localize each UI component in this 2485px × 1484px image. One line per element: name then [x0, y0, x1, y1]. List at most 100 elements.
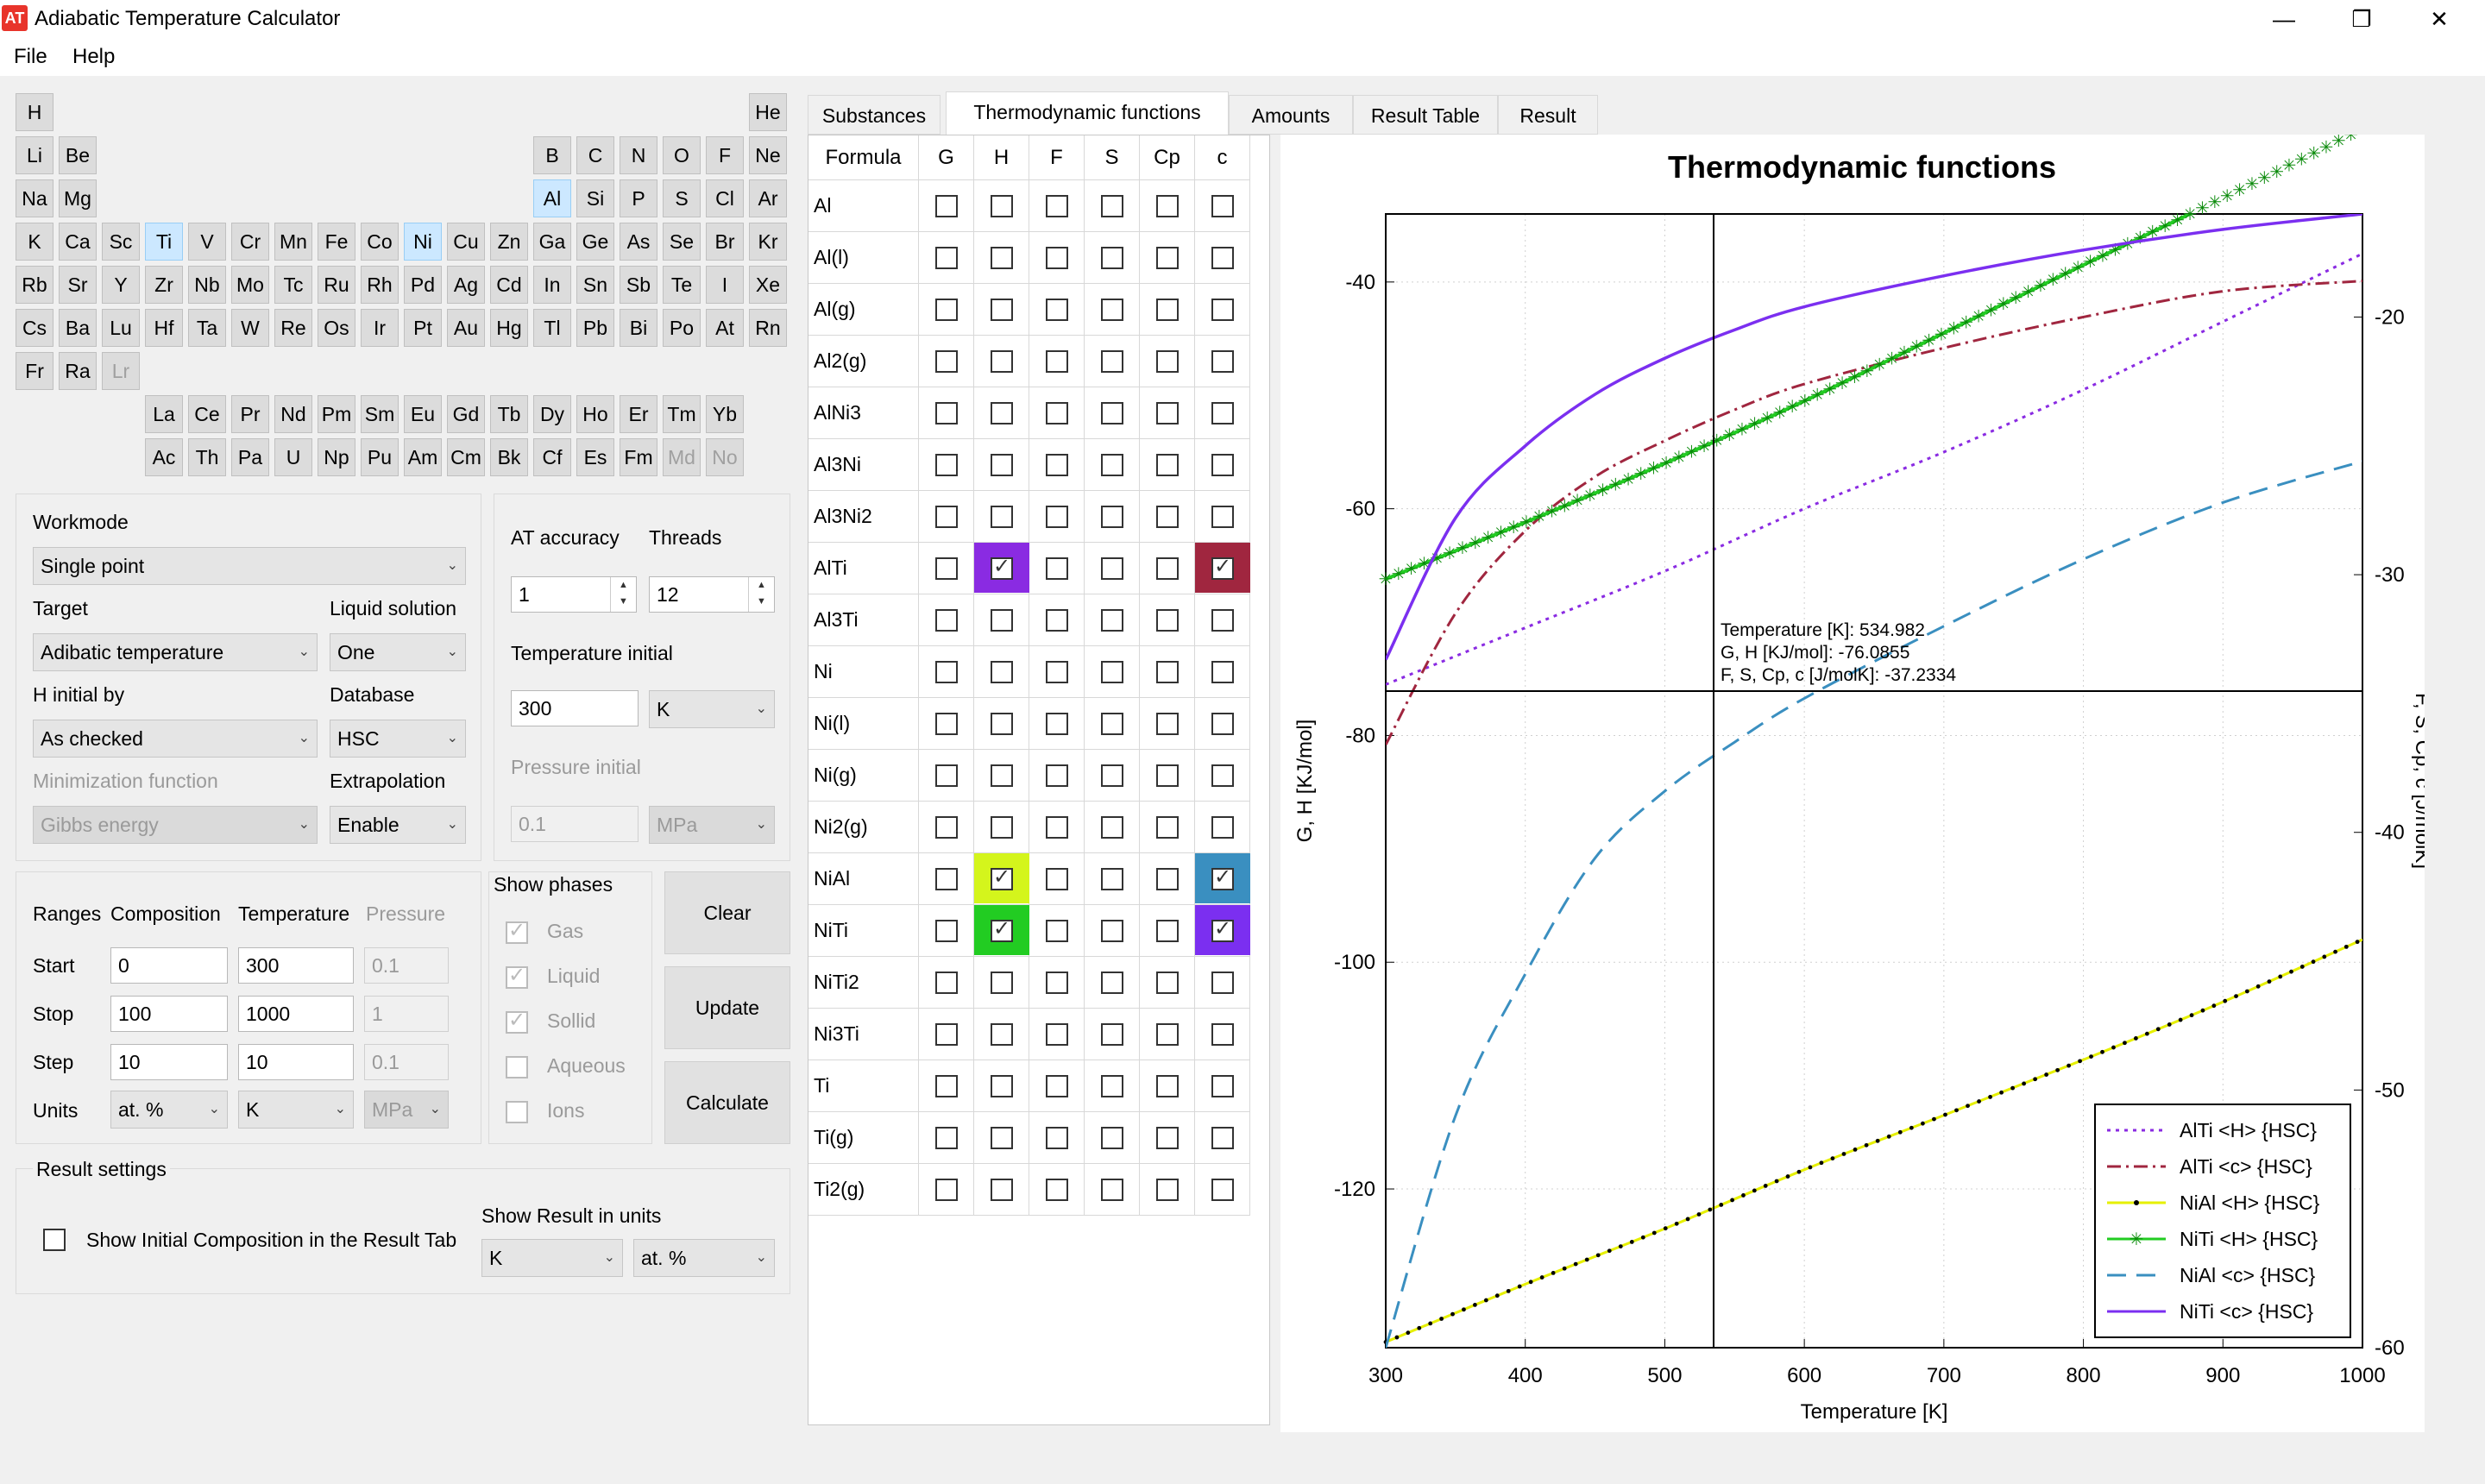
cp-checkbox[interactable] [1156, 713, 1179, 735]
cp-checkbox[interactable] [1156, 1127, 1179, 1149]
s-checkbox[interactable] [1101, 247, 1123, 269]
element-al[interactable]: Al [533, 179, 571, 217]
element-y[interactable]: Y [102, 266, 140, 304]
g-checkbox[interactable] [935, 350, 958, 373]
h-checkbox[interactable] [991, 299, 1013, 321]
g-checkbox[interactable] [935, 1179, 958, 1201]
s-checkbox[interactable] [1101, 868, 1123, 890]
element-ir[interactable]: Ir [361, 309, 399, 347]
f-checkbox[interactable] [1046, 609, 1068, 632]
s-checkbox[interactable] [1101, 402, 1123, 424]
f-checkbox[interactable] [1046, 247, 1068, 269]
show-initial-checkbox[interactable] [43, 1229, 66, 1251]
element-tb[interactable]: Tb [490, 395, 528, 433]
f-checkbox[interactable] [1046, 557, 1068, 580]
cp-checkbox[interactable] [1156, 506, 1179, 528]
database-select[interactable]: HSC ⌄ [330, 720, 466, 758]
h-checkbox[interactable] [991, 195, 1013, 217]
temp-unit-select[interactable]: K ⌄ [649, 690, 775, 728]
composition-step-field[interactable]: 10 [110, 1044, 228, 1080]
workmode-select[interactable]: Single point ⌄ [33, 547, 466, 585]
element-rn[interactable]: Rn [749, 309, 787, 347]
f-checkbox[interactable] [1046, 506, 1068, 528]
element-sb[interactable]: Sb [620, 266, 657, 304]
element-p[interactable]: P [620, 179, 657, 217]
element-bi[interactable]: Bi [620, 309, 657, 347]
element-pa[interactable]: Pa [231, 438, 269, 476]
g-checkbox[interactable] [935, 868, 958, 890]
element-sc[interactable]: Sc [102, 223, 140, 261]
element-ne[interactable]: Ne [749, 136, 787, 174]
f-checkbox[interactable] [1046, 764, 1068, 787]
s-checkbox[interactable] [1101, 1179, 1123, 1201]
h-checkbox[interactable] [991, 554, 1013, 580]
clear-button[interactable]: Clear [664, 871, 790, 954]
element-s[interactable]: S [663, 179, 701, 217]
calculate-button[interactable]: Calculate [664, 1061, 790, 1144]
f-checkbox[interactable] [1046, 972, 1068, 994]
c-checkbox[interactable] [1211, 247, 1234, 269]
c-checkbox[interactable] [1211, 350, 1234, 373]
h-checkbox[interactable] [991, 454, 1013, 476]
element-pm[interactable]: Pm [318, 395, 355, 433]
c-checkbox[interactable] [1211, 554, 1234, 580]
element-fe[interactable]: Fe [318, 223, 355, 261]
element-o[interactable]: O [663, 136, 701, 174]
minimize-button[interactable]: — [2273, 5, 2295, 32]
f-checkbox[interactable] [1046, 713, 1068, 735]
cp-checkbox[interactable] [1156, 299, 1179, 321]
tab-result-table[interactable]: Result Table [1353, 95, 1498, 135]
cp-checkbox[interactable] [1156, 557, 1179, 580]
element-se[interactable]: Se [663, 223, 701, 261]
h-checkbox[interactable] [991, 609, 1013, 632]
tab-thermodynamic-functions[interactable]: Thermodynamic functions [946, 91, 1229, 136]
c-checkbox[interactable] [1211, 661, 1234, 683]
f-checkbox[interactable] [1046, 868, 1068, 890]
element-ba[interactable]: Ba [59, 309, 97, 347]
f-checkbox[interactable] [1046, 195, 1068, 217]
c-checkbox[interactable] [1211, 1023, 1234, 1046]
g-checkbox[interactable] [935, 506, 958, 528]
c-checkbox[interactable] [1211, 816, 1234, 839]
s-checkbox[interactable] [1101, 557, 1123, 580]
spinner-arrows-icon[interactable]: ▲ ▼ [610, 577, 636, 612]
g-checkbox[interactable] [935, 195, 958, 217]
element-po[interactable]: Po [663, 309, 701, 347]
h-checkbox[interactable] [991, 350, 1013, 373]
element-lu[interactable]: Lu [102, 309, 140, 347]
cp-checkbox[interactable] [1156, 402, 1179, 424]
element-pd[interactable]: Pd [404, 266, 442, 304]
c-checkbox[interactable] [1211, 972, 1234, 994]
element-es[interactable]: Es [576, 438, 614, 476]
cp-checkbox[interactable] [1156, 350, 1179, 373]
restore-button[interactable]: ❐ [2351, 5, 2372, 32]
f-checkbox[interactable] [1046, 402, 1068, 424]
s-checkbox[interactable] [1101, 1075, 1123, 1097]
element-cd[interactable]: Cd [490, 266, 528, 304]
g-checkbox[interactable] [935, 816, 958, 839]
cp-checkbox[interactable] [1156, 195, 1179, 217]
result-comp-units-select[interactable]: at. % ⌄ [633, 1239, 775, 1277]
s-checkbox[interactable] [1101, 506, 1123, 528]
g-checkbox[interactable] [935, 661, 958, 683]
cp-checkbox[interactable] [1156, 816, 1179, 839]
f-checkbox[interactable] [1046, 454, 1068, 476]
g-checkbox[interactable] [935, 1127, 958, 1149]
g-checkbox[interactable] [935, 1075, 958, 1097]
cp-checkbox[interactable] [1156, 661, 1179, 683]
element-b[interactable]: B [533, 136, 571, 174]
h-checkbox[interactable] [991, 1127, 1013, 1149]
element-sn[interactable]: Sn [576, 266, 614, 304]
cp-checkbox[interactable] [1156, 247, 1179, 269]
element-co[interactable]: Co [361, 223, 399, 261]
h-checkbox[interactable] [991, 713, 1013, 735]
cp-checkbox[interactable] [1156, 1075, 1179, 1097]
at-accuracy-spinner[interactable]: 1 ▲ ▼ [511, 576, 637, 613]
update-button[interactable]: Update [664, 966, 790, 1049]
element-hf[interactable]: Hf [145, 309, 183, 347]
element-ge[interactable]: Ge [576, 223, 614, 261]
element-os[interactable]: Os [318, 309, 355, 347]
element-ru[interactable]: Ru [318, 266, 355, 304]
c-checkbox[interactable] [1211, 916, 1234, 942]
element-si[interactable]: Si [576, 179, 614, 217]
